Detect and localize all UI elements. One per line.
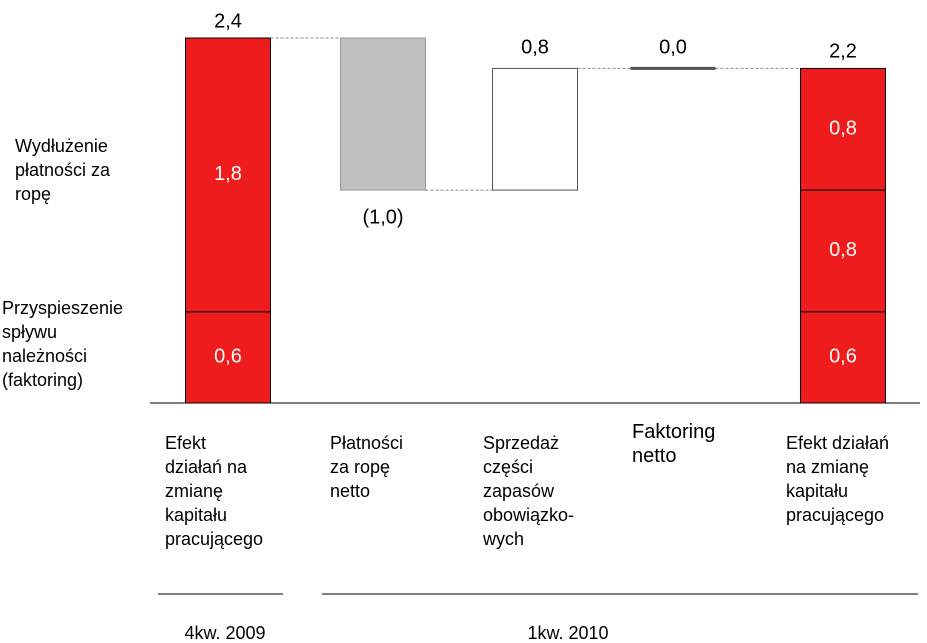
period-label: 4kw. 2009 bbox=[184, 623, 265, 643]
segment-label: 0,6 bbox=[829, 346, 857, 368]
segment-label: 0,8 bbox=[829, 118, 857, 140]
bar bbox=[630, 66, 716, 70]
category-label: Efekt działań na zmianę kapitału pracują… bbox=[786, 433, 890, 525]
segment-label: 0,8 bbox=[829, 239, 857, 261]
value-label: 0,0 bbox=[659, 37, 687, 59]
segment-name: Wydłużenie płatności za ropę bbox=[15, 136, 111, 204]
bar-segment bbox=[800, 67, 886, 191]
bar bbox=[340, 37, 426, 191]
segment-name: Przyspieszenie spływu należności (faktor… bbox=[2, 298, 124, 390]
value-label: (1,0) bbox=[362, 206, 403, 228]
category-label: Sprzedaż części zapasów obowiązko- wych bbox=[483, 433, 575, 549]
total-label: 2,4 bbox=[214, 10, 242, 32]
bar-segment bbox=[800, 311, 886, 404]
segment-label: 1,8 bbox=[214, 163, 242, 185]
value-label: 0,8 bbox=[521, 37, 549, 59]
category-label: Faktoring netto bbox=[632, 421, 716, 467]
period-label: 1kw. 2010 bbox=[527, 623, 608, 643]
bar-segment bbox=[185, 37, 271, 313]
segment-label: 0,6 bbox=[214, 346, 242, 368]
bar bbox=[492, 67, 578, 191]
bar-segment bbox=[800, 189, 886, 313]
category-label: Płatności za ropę netto bbox=[330, 433, 404, 501]
total-label: 2,2 bbox=[829, 41, 857, 63]
category-label: Efekt działań na zmianę kapitału pracują… bbox=[165, 433, 264, 549]
bar-segment bbox=[185, 311, 271, 404]
